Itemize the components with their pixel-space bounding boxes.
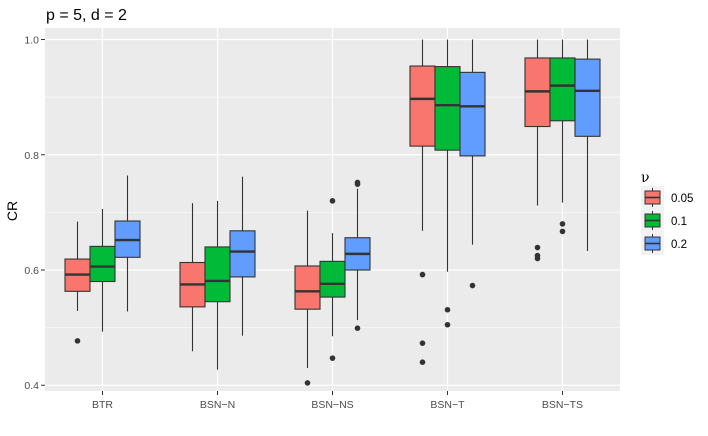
box-BSN−N-0.2 <box>229 176 256 336</box>
y-tick-label: 0.4 <box>24 380 39 392</box>
iqr-box <box>319 260 346 298</box>
iqr-box <box>459 71 486 157</box>
box-BSN−T-0.1 <box>434 39 461 328</box>
legend-label: 0.2 <box>671 239 687 251</box>
iqr-box <box>294 265 321 310</box>
outlier-point <box>419 340 426 346</box>
outlier-point <box>419 359 426 365</box>
outlier-point <box>354 181 361 187</box>
outlier-point <box>444 306 451 313</box>
chart-title: p = 5, d = 2 <box>46 7 127 24</box>
outlier-point <box>329 355 336 361</box>
iqr-box <box>229 230 256 278</box>
box-BSN−N-0.05 <box>179 203 206 352</box>
y-axis-title: CR <box>4 201 20 221</box>
legend: ν 0.05 0.1 0.2 <box>641 170 693 255</box>
box-BSN−T-0.2 <box>459 39 486 289</box>
box-BTR-0.1 <box>89 208 116 332</box>
y-tick-label: 1.0 <box>24 35 39 47</box>
iqr-box <box>89 245 116 283</box>
x-tick-label: BSN−TS <box>542 399 583 411</box>
legend-key-0.05: 0.05 <box>641 186 693 209</box>
outlier-point <box>74 338 81 344</box>
outlier-point <box>559 221 566 227</box>
legend-label: 0.05 <box>671 193 693 205</box>
x-tick-label: BSN−N <box>200 399 235 411</box>
outlier-point <box>354 325 361 331</box>
outlier-point <box>559 228 566 235</box>
box-BSN−NS-0.05 <box>294 210 321 386</box>
x-tick-label: BTR <box>92 399 113 411</box>
axes: 0.4 0.6 0.8 1.0 BTR BSN−N BSN−NS BSN−T BSN−TS <box>24 35 583 411</box>
iqr-box <box>434 66 461 151</box>
box-BTR-0.2 <box>114 175 141 312</box>
box-plots <box>64 39 601 386</box>
box-BSN−T-0.05 <box>409 39 436 365</box>
iqr-box <box>574 58 601 137</box>
outlier-point <box>329 198 336 204</box>
outlier-point <box>534 255 541 262</box>
box-BSN−NS-0.2 <box>344 179 371 331</box>
x-tick-label: BSN−NS <box>311 399 353 411</box>
box-BSN−TS-0.2 <box>574 39 601 251</box>
outlier-point <box>444 321 451 328</box>
x-tick-label: BSN−T <box>430 399 465 411</box>
legend-key-0.2: 0.2 <box>641 232 687 255</box>
box-BSN−NS-0.1 <box>319 198 346 361</box>
outlier-point <box>469 282 476 289</box>
outlier-point <box>419 271 426 278</box>
box-BTR-0.05 <box>64 221 91 344</box>
y-tick-label: 0.8 <box>24 150 39 162</box>
legend-label: 0.1 <box>671 216 687 228</box>
outlier-point <box>534 244 541 251</box>
iqr-box <box>204 246 231 303</box>
y-tick-label: 0.6 <box>24 265 39 277</box>
iqr-box <box>549 57 576 122</box>
legend-key-0.1: 0.1 <box>641 209 687 232</box>
box-BSN−N-0.1 <box>204 200 231 370</box>
outlier-point <box>304 380 311 386</box>
legend-title: ν <box>641 170 650 186</box>
iqr-box <box>409 65 436 147</box>
